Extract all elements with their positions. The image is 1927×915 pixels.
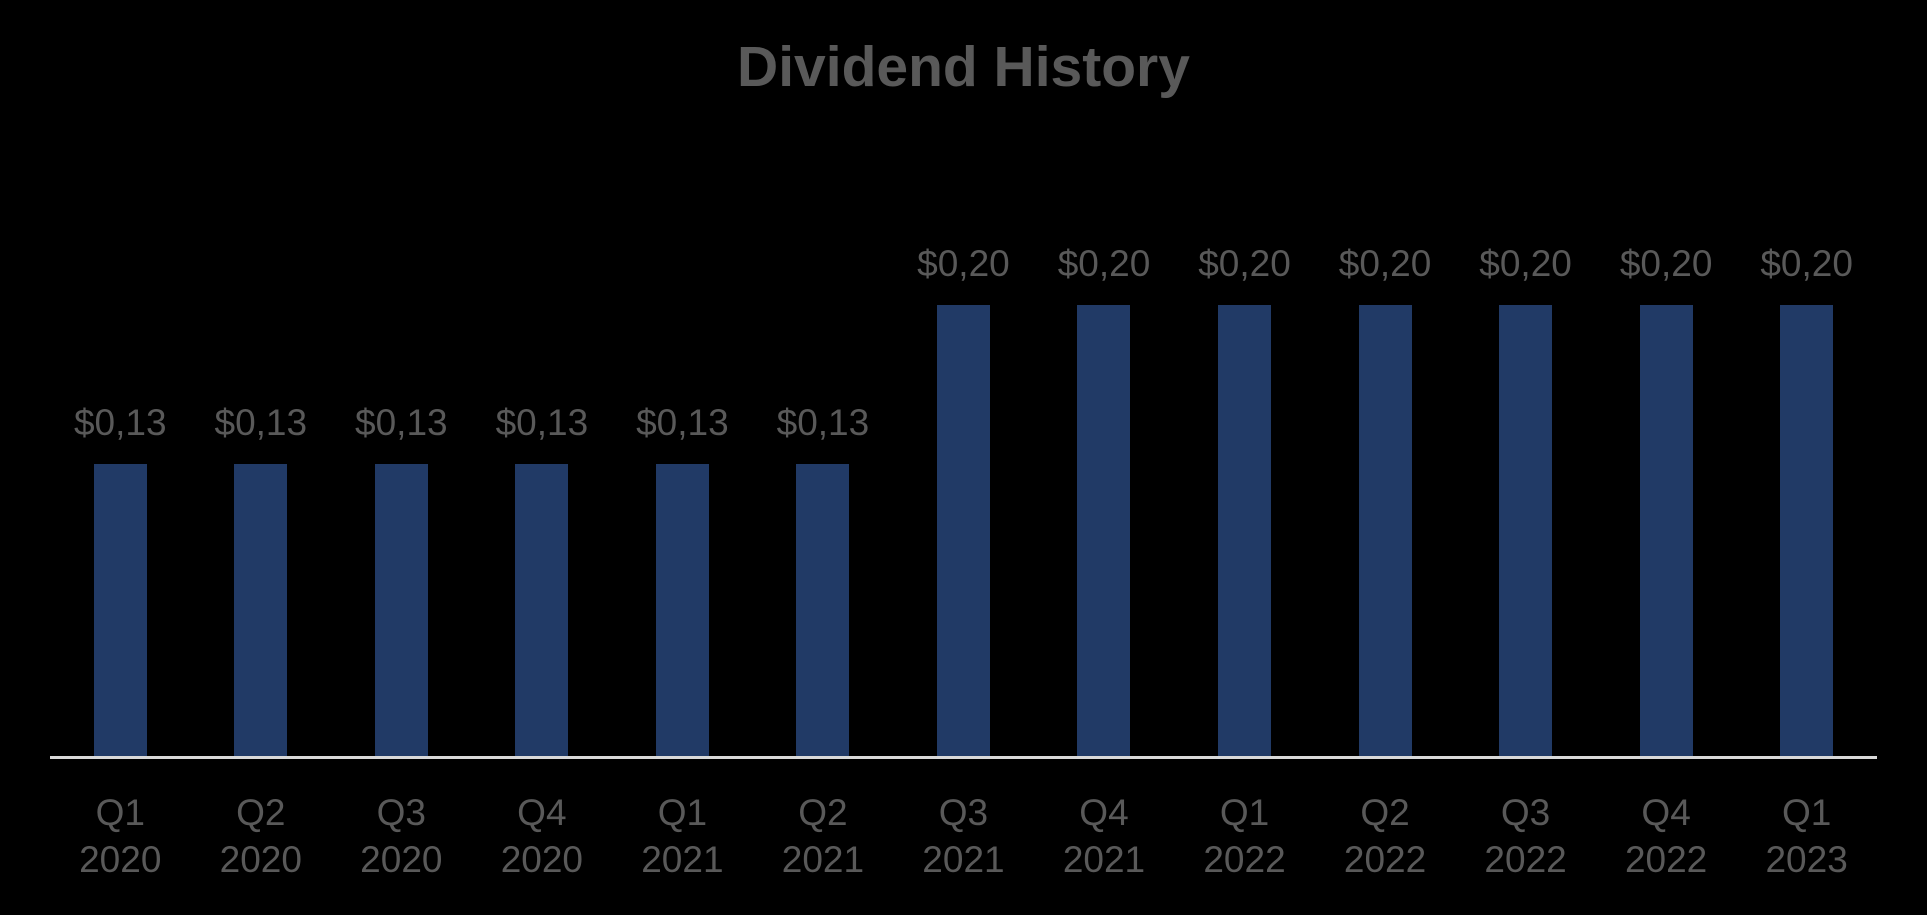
x-tick-label: Q3 2022 xyxy=(1455,789,1596,883)
x-tick-line: Q1 xyxy=(1781,792,1832,833)
bar-value-label: $0,13 xyxy=(636,402,729,443)
x-tick-line: 2020 xyxy=(219,839,302,880)
bar-group: $0,13 xyxy=(612,0,753,758)
x-tick-line: 2021 xyxy=(1062,839,1146,880)
plot-area: $0,13 $0,13 $0,13 $0,13 $0,13 $0,13 $0,20 $0,20… xyxy=(50,0,1877,758)
x-tick-label: Q4 2022 xyxy=(1596,789,1737,883)
chart-title: Dividend History xyxy=(737,35,1190,99)
x-tick-label: Q3 2020 xyxy=(331,789,472,883)
x-tick-line: 2020 xyxy=(79,839,162,880)
x-tick-label: Q1 2021 xyxy=(612,789,753,883)
x-tick-label: Q4 2020 xyxy=(472,789,613,883)
x-tick-label: Q3 2021 xyxy=(893,789,1034,883)
bar-group: $0,13 xyxy=(191,0,332,758)
bar-value-label: $0,20 xyxy=(1198,243,1291,284)
x-tick-line: 2022 xyxy=(1484,839,1567,880)
bar-group: $0,20 xyxy=(1455,0,1596,758)
x-tick-label: Q1 2023 xyxy=(1736,789,1877,883)
x-tick-line: Q2 xyxy=(798,792,848,833)
x-tick-line: 2020 xyxy=(360,839,443,880)
x-axis-line xyxy=(50,756,1877,759)
x-tick-line: Q4 xyxy=(517,792,567,833)
bar-value-label: $0,20 xyxy=(1057,243,1151,284)
bar xyxy=(655,464,709,758)
x-tick-line: Q4 xyxy=(1641,792,1691,833)
x-tick-label: Q2 2022 xyxy=(1315,789,1456,883)
x-tick-line: Q3 xyxy=(938,792,989,833)
x-tick-label: Q1 2022 xyxy=(1174,789,1315,883)
bar xyxy=(1639,305,1693,758)
bar xyxy=(936,305,990,758)
bar xyxy=(1358,305,1412,758)
bar xyxy=(93,464,147,758)
bar-value-label: $0,13 xyxy=(495,402,589,443)
bar xyxy=(1218,305,1272,758)
x-tick-label: Q4 2021 xyxy=(1034,789,1175,883)
bar-value-label: $0,20 xyxy=(1479,243,1572,284)
bar-group: $0,20 xyxy=(1174,0,1315,758)
bar xyxy=(374,464,428,758)
bar-value-label: $0,20 xyxy=(1760,243,1853,284)
bar-group: $0,13 xyxy=(331,0,472,758)
bar-value-label: $0,20 xyxy=(1338,243,1432,284)
bar xyxy=(1499,305,1553,758)
x-tick-line: Q2 xyxy=(236,792,286,833)
bar-group: $0,13 xyxy=(753,0,894,758)
bar-value-label: $0,20 xyxy=(917,243,1010,284)
bar-group: $0,20 xyxy=(1034,0,1175,758)
x-tick-line: 2023 xyxy=(1765,839,1848,880)
bar-group: $0,13 xyxy=(472,0,613,758)
x-tick-label: Q1 2020 xyxy=(50,789,191,883)
bar xyxy=(796,464,850,758)
bar-value-label: $0,13 xyxy=(214,402,308,443)
x-tick-line: Q1 xyxy=(95,792,145,833)
bar-value-label: $0,13 xyxy=(776,402,870,443)
bar-group: $0,20 xyxy=(1736,0,1877,758)
x-tick-line: 2022 xyxy=(1624,839,1708,880)
bar xyxy=(515,464,569,758)
x-tick-line: 2020 xyxy=(500,839,584,880)
bar xyxy=(1780,305,1834,758)
x-tick-line: 2022 xyxy=(1343,839,1427,880)
x-tick-line: Q1 xyxy=(657,792,708,833)
x-axis-labels: Q1 2020 Q2 2020 Q3 2020 Q4 2020 Q1 2021 Q2 2021 Q3 20… xyxy=(50,789,1877,883)
bar-group: $0,13 xyxy=(50,0,191,758)
x-tick-line: Q3 xyxy=(1500,792,1551,833)
bar-value-label: $0,20 xyxy=(1619,243,1713,284)
bar-group: $0,20 xyxy=(1315,0,1456,758)
x-tick-label: Q2 2021 xyxy=(753,789,894,883)
x-tick-line: Q3 xyxy=(376,792,426,833)
x-tick-line: 2021 xyxy=(781,839,865,880)
x-tick-label: Q2 2020 xyxy=(191,789,332,883)
x-tick-line: 2022 xyxy=(1203,839,1286,880)
x-tick-line: 2021 xyxy=(641,839,724,880)
bar xyxy=(234,464,288,758)
bar xyxy=(1077,305,1131,758)
x-tick-line: Q2 xyxy=(1360,792,1410,833)
x-tick-line: Q1 xyxy=(1219,792,1270,833)
bar-value-label: $0,13 xyxy=(73,402,167,443)
bar-group: $0,20 xyxy=(893,0,1034,758)
x-tick-line: Q4 xyxy=(1079,792,1129,833)
bar-value-label: $0,13 xyxy=(355,402,448,443)
x-tick-line: 2021 xyxy=(922,839,1005,880)
bar-group: $0,20 xyxy=(1596,0,1737,758)
